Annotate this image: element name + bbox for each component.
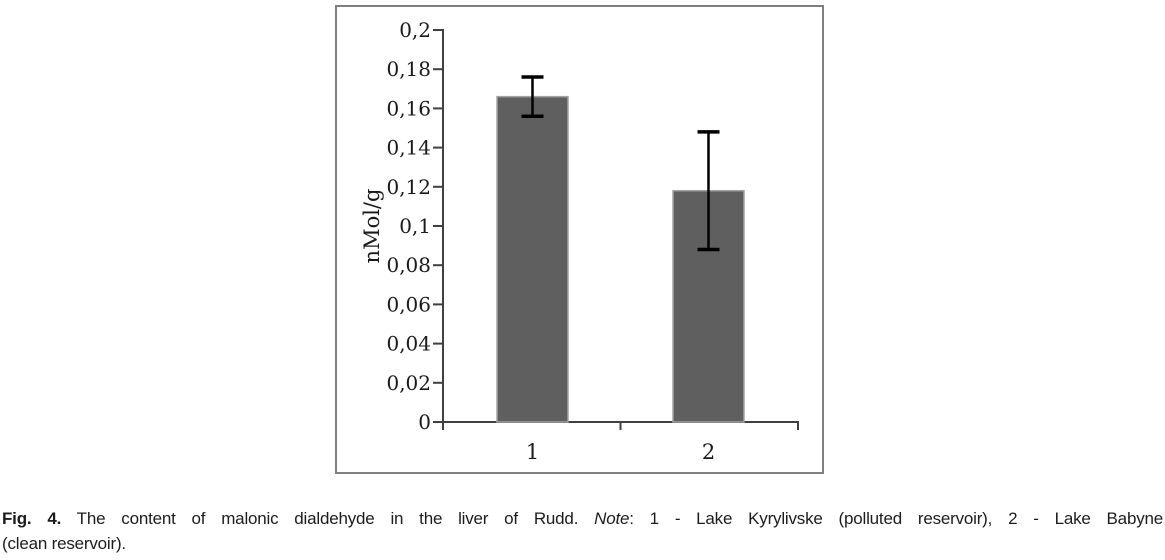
- figure-panel: 0 0,02 0,04 0,06 0,08 0,1 0,12 0,14 0,16 0,18 0,2 1…: [335, 5, 824, 474]
- y-tick-label: 0,04: [386, 332, 431, 356]
- y-tick-label: 0,08: [386, 253, 431, 277]
- y-tick-label: 0,18: [386, 57, 431, 81]
- y-tick-label: 0,12: [386, 175, 431, 199]
- y-tick-label: 0,2: [399, 18, 431, 42]
- figure-caption: Fig. 4. The content of malonic dialdehyd…: [2, 506, 1163, 556]
- y-tick-label: 0,1: [399, 214, 431, 238]
- bar: [672, 189, 745, 423]
- y-tick-label: 0,14: [386, 136, 431, 160]
- bar: [496, 95, 569, 423]
- x-category-label: 1: [526, 440, 539, 464]
- y-tick-label: 0,06: [386, 292, 431, 316]
- bar-chart-svg: 0 0,02 0,04 0,06 0,08 0,1 0,12 0,14 0,16 0,18 0,2 1…: [360, 18, 799, 464]
- y-tick-label: 0,16: [386, 96, 431, 120]
- y-tick-label: 0: [418, 410, 431, 434]
- caption-note-rest: : 1 - Lake Kyrylivske (polluted reservoi…: [629, 509, 1164, 528]
- y-tick-label: 0,02: [386, 371, 431, 395]
- caption-note-word: Note: [594, 509, 630, 528]
- caption-line-2: (clean reservoir).: [2, 534, 126, 553]
- figure-label: Fig. 4.: [2, 509, 62, 528]
- x-category-label: 2: [702, 440, 715, 464]
- caption-line-1: Fig. 4. The content of malonic dialdehyd…: [2, 506, 1163, 531]
- y-axis-title: nMol/g: [360, 189, 384, 264]
- caption-text: The content of malonic dialdehyde in the…: [61, 509, 595, 528]
